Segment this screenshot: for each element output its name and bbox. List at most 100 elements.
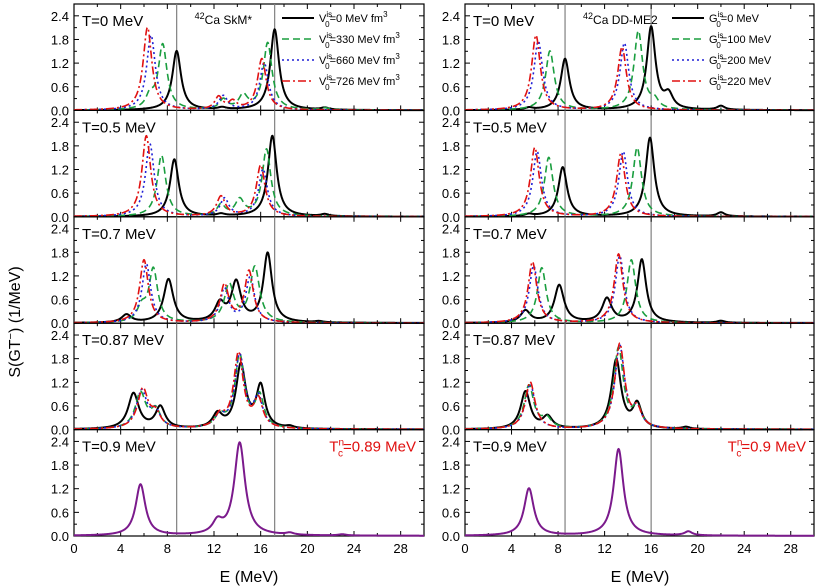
y-tick-label: 0.0 [51, 103, 69, 118]
series-line-2 [73, 142, 425, 218]
series-line-0 [464, 447, 815, 537]
chart-left: 0.0 0.6 1.2 1.8 2.4 T=0 MeV 42Ca SkM* Vis 0=0 Me… [51, 3, 425, 556]
series-line-0 [464, 258, 815, 324]
temperature-label: T=0 MeV [473, 13, 534, 30]
series-line-0 [73, 361, 425, 431]
series-line-2 [464, 40, 815, 111]
series-line-3 [464, 146, 815, 218]
y-tick-label: 0.0 [51, 210, 69, 225]
series-line-1 [73, 41, 425, 111]
x-axis-label-left: E (MeV) [220, 569, 279, 586]
series-line-2 [464, 150, 815, 218]
x-tick-label: 24 [737, 541, 751, 556]
x-tick-label: 4 [117, 541, 124, 556]
y-tick-label: 2.4 [51, 115, 69, 130]
x-tick-label: 16 [644, 541, 658, 556]
y-tick-label: 1.2 [51, 482, 69, 497]
legend-label-0: Gis 0=0 MeV [709, 10, 760, 29]
series-line-0 [464, 136, 815, 218]
series-line-1 [73, 352, 425, 431]
temperature-label: T=0.87 MeV [473, 332, 555, 349]
y-tick-label: 0.0 [51, 316, 69, 331]
y-tick-label: 2.4 [51, 434, 69, 449]
critical-temperature-label: Tn c=0.9 MeV [728, 438, 806, 460]
x-tick-label: 28 [393, 541, 407, 556]
panel-left-2: 0.0 0.6 1.2 1.8 2.4 T=0.7 MeV [51, 216, 425, 331]
y-tick-label: 0.0 [442, 529, 460, 544]
legend-label-2: Vis 0=660 MeV fm3 [319, 52, 400, 71]
y-tick-label: 1.2 [51, 56, 69, 71]
y-tick-label: 1.8 [442, 139, 460, 154]
y-tick-label: 0.0 [442, 103, 460, 118]
panel-left-0: 0.0 0.6 1.2 1.8 2.4 T=0 MeV 42Ca SkM* Vis 0=0 Me… [51, 3, 425, 118]
x-tick-label: 4 [508, 541, 515, 556]
panel-frame [464, 429, 815, 537]
x-tick-label: 0 [461, 541, 468, 556]
x-tick-label: 20 [300, 541, 314, 556]
panel-right-4: 0.0 0.6 1.2 1.8 2.4 T=0.9 MeV Tn c=0.9 MeV 0 4 8 12… [442, 429, 815, 556]
y-tick-label: 1.2 [442, 375, 460, 390]
y-tick-label: 0.6 [442, 399, 460, 414]
y-tick-label: 0.6 [442, 80, 460, 95]
y-tick-label: 2.4 [442, 9, 460, 24]
series-line-2 [464, 255, 815, 324]
y-tick-label: 1.8 [51, 245, 69, 260]
legend-label-1: Gis 0=100 MeV [709, 31, 772, 50]
legend-label-2: Gis 0=200 MeV [709, 52, 772, 71]
series-line-3 [464, 34, 815, 111]
x-tick-label: 8 [164, 541, 171, 556]
y-tick-label: 0.6 [51, 399, 69, 414]
y-tick-label: 2.4 [442, 434, 460, 449]
temperature-label: T=0.7 MeV [82, 226, 156, 243]
panel-right-1: 0.0 0.6 1.2 1.8 2.4 T=0.5 MeV [442, 109, 815, 225]
x-tick-label: 20 [690, 541, 704, 556]
y-tick-label: 0.6 [442, 186, 460, 201]
series-line-0 [73, 441, 425, 537]
y-tick-label: 1.8 [442, 352, 460, 367]
x-tick-label: 8 [554, 541, 561, 556]
y-tick-label: 2.4 [51, 222, 69, 237]
x-tick-label: 24 [347, 541, 361, 556]
panel-left-3: 0.0 0.6 1.2 1.8 2.4 T=0.87 MeV [51, 322, 425, 438]
y-tick-label: 1.2 [442, 269, 460, 284]
y-tick-label: 0.6 [51, 293, 69, 308]
y-tick-label: 0.0 [51, 423, 69, 438]
x-axis-label-right: E (MeV) [611, 569, 670, 586]
legend-label-1: Vis 0=330 MeV fm3 [319, 31, 400, 50]
series-line-1 [464, 146, 815, 218]
series-line-2 [73, 34, 425, 111]
y-tick-label: 0.6 [51, 186, 69, 201]
y-axis-label: S(GT−) (1/MeV) [5, 266, 24, 377]
y-tick-label: 2.4 [442, 328, 460, 343]
y-tick-label: 1.2 [51, 375, 69, 390]
panel-left-4: 0.0 0.6 1.2 1.8 2.4 T=0.9 MeV Tn c=0.89 MeV 0 4 8 1… [51, 429, 425, 556]
y-tick-label: 1.2 [442, 482, 460, 497]
temperature-label: T=0.7 MeV [473, 226, 547, 243]
y-tick-label: 0.0 [442, 423, 460, 438]
panel-frame [73, 429, 425, 537]
x-tick-label: 12 [207, 541, 221, 556]
series-line-1 [73, 148, 425, 218]
series-line-3 [73, 134, 425, 218]
y-tick-label: 1.8 [442, 245, 460, 260]
legend-label-3: Vis 0=726 MeV fm3 [319, 73, 400, 92]
chart-title: 42Ca SkM* [195, 11, 253, 27]
x-tick-label: 28 [783, 541, 797, 556]
series-line-0 [73, 251, 425, 324]
y-tick-label: 2.4 [51, 9, 69, 24]
series-line-2 [73, 262, 425, 324]
y-tick-label: 2.4 [51, 328, 69, 343]
y-tick-label: 1.8 [51, 32, 69, 47]
y-tick-label: 1.8 [51, 458, 69, 473]
y-tick-label: 0.0 [442, 210, 460, 225]
series-line-1 [464, 29, 815, 111]
y-tick-label: 1.2 [51, 163, 69, 178]
y-tick-label: 1.8 [51, 352, 69, 367]
y-tick-label: 1.2 [442, 56, 460, 71]
y-tick-label: 0.6 [51, 505, 69, 520]
temperature-label: T=0 MeV [82, 13, 143, 30]
x-tick-label: 0 [70, 541, 77, 556]
y-tick-label: 1.8 [442, 458, 460, 473]
temperature-label: T=0.9 MeV [473, 439, 547, 456]
y-tick-label: 1.2 [442, 163, 460, 178]
